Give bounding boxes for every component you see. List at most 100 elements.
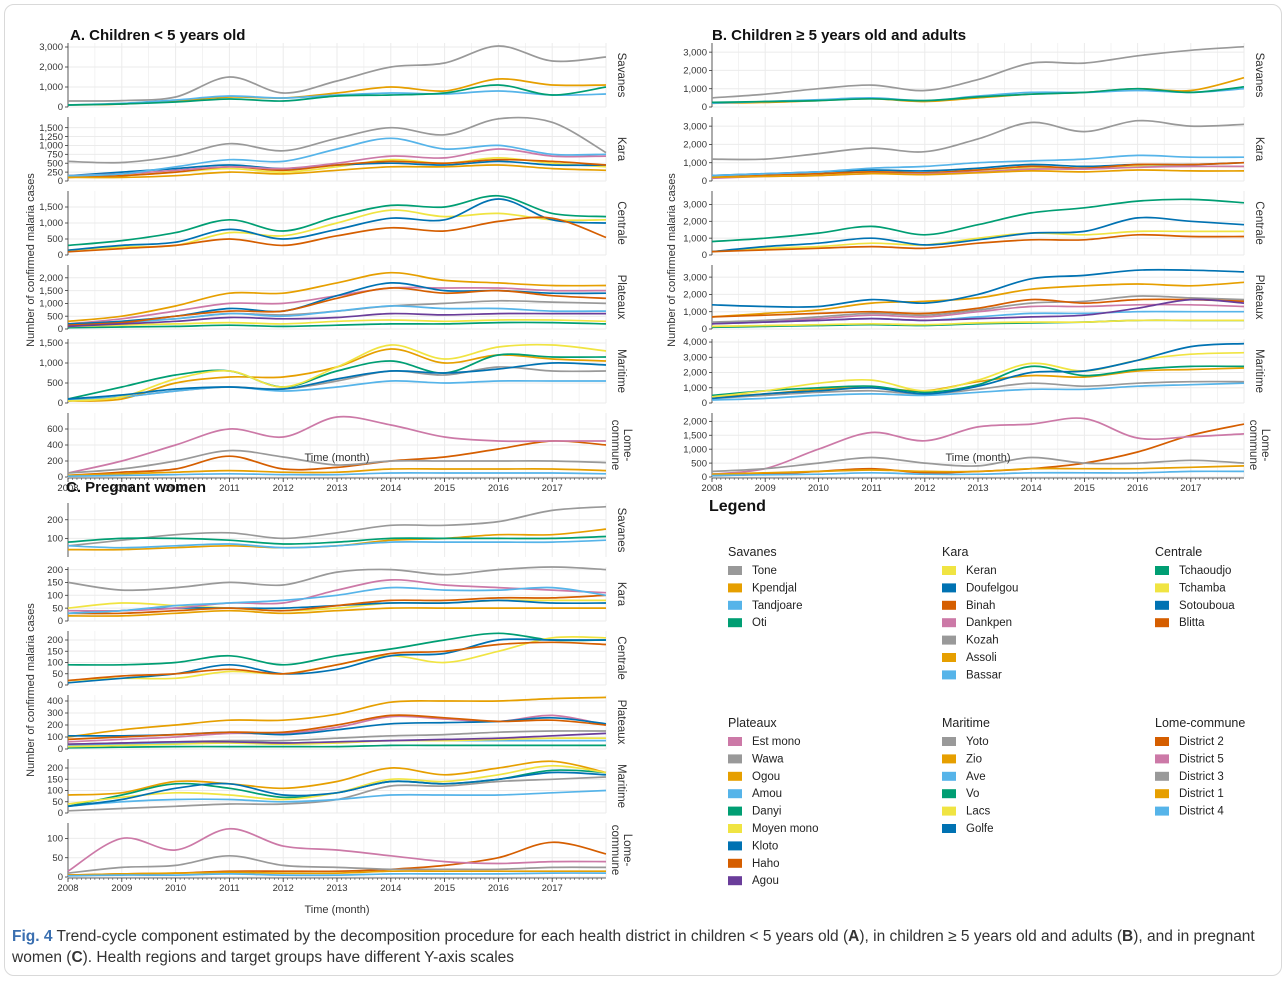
y-tick-label: 4,000: [683, 337, 707, 348]
y-axis-label: Number of confirmed malaria cases: [25, 173, 37, 347]
legend-item-label: Amou: [752, 788, 782, 800]
y-tick-label: 3,000: [39, 42, 63, 53]
y-tick-label: 1,000: [683, 158, 707, 169]
series-line-tone: [711, 45, 1245, 99]
legend-item-label: Tchaoudjo: [1179, 565, 1231, 577]
y-tick-label: 0: [702, 398, 707, 409]
y-tick-label: 3,000: [683, 272, 707, 283]
x-tick-label: 2010: [165, 883, 186, 894]
x-tick-label: 2008: [57, 883, 78, 894]
x-tick-label: 2011: [861, 483, 881, 494]
legend-swatch: [1155, 600, 1169, 610]
series-line-lacs: [67, 343, 607, 402]
y-tick-label: 2,000: [39, 273, 63, 284]
series-line-district-5: [67, 415, 606, 474]
legend-swatch: [942, 566, 956, 575]
caption-text-3: ), and in pregnant women (: [12, 928, 1255, 966]
x-tick-label: 2014: [380, 483, 401, 494]
legend-item-label: Vo: [966, 788, 979, 800]
y-tick-label: 50: [52, 797, 63, 808]
y-tick-label: 0: [58, 324, 63, 335]
legend-item-label: District 1: [1179, 788, 1224, 800]
x-tick-label: 2014: [380, 883, 401, 894]
y-tick-label: 50: [52, 853, 63, 864]
legend-swatch: [728, 789, 742, 799]
series-line-bassar: [711, 154, 1245, 177]
x-tick-label: 2014: [1021, 483, 1042, 494]
series-line-moyen-mono: [67, 737, 607, 748]
series-line-agou: [67, 732, 607, 746]
legend-swatch: [942, 670, 956, 680]
series-line-binah: [67, 158, 607, 179]
x-tick-label: 2013: [326, 883, 347, 894]
series-line-assoli: [67, 607, 606, 617]
legend-swatch: [728, 771, 742, 781]
chart-b: B. Children ≥ 5 years old and adults 0 1,0…: [666, 27, 1271, 494]
y-tick-label: 100: [47, 834, 63, 845]
facet-strip-label: Maritime: [615, 349, 627, 393]
series-line-moyen-mono: [711, 319, 1244, 328]
x-tick-label: 2015: [434, 483, 455, 494]
x-axis-label: Time (month): [305, 904, 370, 916]
x-tick-label: 2016: [1127, 483, 1148, 494]
y-tick-label: 500: [47, 158, 63, 169]
y-tick-label: 2,000: [683, 140, 707, 151]
legend-item-label: Haho: [752, 858, 780, 870]
y-tick-label: 100: [47, 534, 63, 545]
facet-strip-label: Savanes: [615, 508, 627, 553]
facet-strip-label: Centrale: [1253, 201, 1265, 244]
series-line-golfe: [67, 771, 607, 808]
y-tick-label: 0: [702, 324, 707, 335]
y-tick-label: 50: [52, 669, 63, 680]
legend-group-centrale: Centrale Tchaoudjo Tchamba Sotouboua Blitta: [1155, 545, 1235, 629]
legend-group-title: Plateaux: [728, 716, 777, 730]
series-line-kozah: [67, 116, 607, 164]
series-line-district-1: [67, 870, 606, 876]
legend-swatch: [728, 618, 742, 628]
series-line-bassar: [67, 137, 607, 177]
series-line-district-4: [67, 472, 607, 478]
chart-title: B. Children ≥ 5 years old and adults: [712, 27, 966, 44]
caption-text-2: ), in children ≥ 5 years old and adults …: [859, 928, 1123, 945]
x-tick-label: 2010: [165, 483, 186, 494]
legend-swatch: [942, 635, 956, 645]
legend-item-label: Tone: [752, 565, 777, 577]
x-tick-label: 2013: [967, 483, 988, 494]
y-tick-label: 0: [58, 872, 63, 883]
strip-line: commune: [609, 420, 621, 471]
legend-item-label: Dankpen: [966, 617, 1012, 629]
series-line-golfe: [711, 342, 1245, 400]
legend-swatch: [1155, 789, 1169, 799]
y-axis-label: Number of confirmed malaria cases: [666, 173, 678, 347]
x-tick-label: 2015: [1074, 483, 1095, 494]
facet-maritime: 0 500 1,000 1,500 Maritime: [39, 338, 627, 409]
legend-item-label: Tchamba: [1179, 582, 1226, 594]
y-tick-label: 250: [47, 167, 63, 178]
legend-item-label: District 5: [1179, 753, 1224, 765]
facet-strip-label: Maritime: [615, 764, 627, 808]
y-tick-label: 150: [47, 646, 63, 657]
chart-a: A. Children < 5 years old 0 1,000 2,000 3,00…: [25, 27, 633, 494]
series-line-amou: [67, 305, 607, 327]
legend-group-title: Kara: [942, 545, 968, 559]
legend-swatch: [728, 806, 742, 816]
legend-swatch: [942, 737, 956, 746]
series-line-oti: [67, 84, 607, 106]
legend-swatch: [1155, 737, 1169, 746]
y-tick-label: 0: [58, 744, 63, 755]
series-line-tchaoudjo: [67, 632, 607, 666]
series-line-kloto: [711, 268, 1245, 308]
x-tick-label: 2009: [755, 483, 776, 494]
x-tick-label: 2017: [1180, 483, 1201, 494]
legend-swatch: [942, 583, 956, 593]
legend-item-label: Bassar: [966, 669, 1002, 681]
series-line-tone: [67, 505, 607, 547]
strip-line: Kara: [615, 582, 627, 607]
legend-swatch: [942, 618, 956, 628]
series-line-district-1: [711, 465, 1245, 476]
y-tick-label: 1,000: [683, 84, 707, 95]
series-line-assoli: [711, 169, 1245, 179]
legend-item-label: Ave: [966, 771, 986, 783]
strip-line: Savanes: [615, 508, 627, 553]
